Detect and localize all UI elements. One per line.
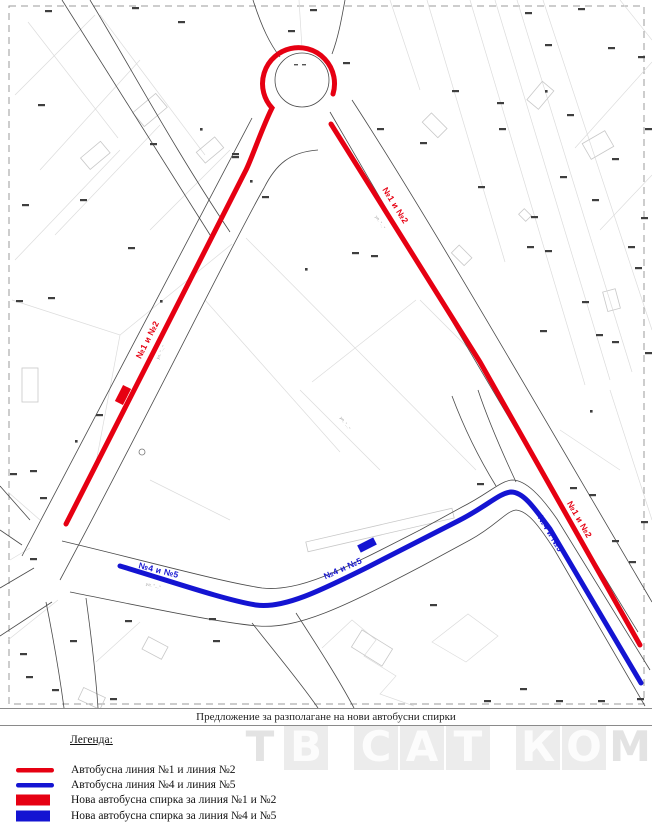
watermark-letter: В xyxy=(284,724,328,770)
map-point-symbol xyxy=(138,64,306,456)
watermark-letter: М xyxy=(609,722,651,771)
map-border xyxy=(8,5,645,705)
watermark-letter: С xyxy=(354,724,398,770)
bus-route-line-1-2-east xyxy=(328,121,643,648)
street-labels: ул. "..." ул. "..." ул. "..." ул. "..." xyxy=(145,215,386,590)
red-line-swatch xyxy=(16,767,54,772)
street-name-label: ул. "..." xyxy=(155,344,166,360)
watermark-letter: Т xyxy=(245,722,275,771)
legend-item-label: Автобусна линия №1 и линия №2 xyxy=(71,763,236,776)
map-symbol-marks xyxy=(10,7,652,703)
watermark-letter: Т xyxy=(446,724,490,770)
legend-item-line-1-2: Автобусна линия №1 и линия №2 xyxy=(16,762,636,777)
new-stop-line-4-5-marker xyxy=(357,537,377,553)
legend-item-line-4-5: Автобусна линия №4 и линия №5 xyxy=(16,777,636,792)
building-outlines xyxy=(21,80,621,710)
parcel-lines xyxy=(7,0,652,707)
map-canvas: №1 и №2 №1 и №2 №1 и №2 №4 и №5 №4 и №5 … xyxy=(0,0,652,710)
legend-item-label: Автобусна линия №4 и линия №5 xyxy=(71,778,236,791)
bus-route-line-4-5 xyxy=(117,489,644,686)
street-name-label: ул. "..." xyxy=(339,416,352,431)
legend-heading: Легенда: xyxy=(70,734,113,746)
route-label-4-5: №4 и №5 xyxy=(536,513,566,553)
red-stop-swatch xyxy=(16,794,50,805)
legend: Легенда: Автобусна линия №1 и линия №2 А… xyxy=(0,728,652,838)
new-stop-line-1-2-marker xyxy=(114,384,132,406)
watermark-letter: А xyxy=(400,724,444,770)
legend-item-label: Нова автобусна спирка за линия №1 и №2 xyxy=(71,793,277,806)
watermark-letter: О xyxy=(562,724,606,770)
route-labels: №1 и №2 №1 и №2 №1 и №2 №4 и №5 №4 и №5 … xyxy=(134,185,595,581)
legend-item-label: Нова автобусна спирка за линия №4 и №5 xyxy=(71,809,277,822)
route-label-1-2: №1 и №2 xyxy=(380,185,410,225)
legend-item-stop-4-5: Нова автобусна спирка за линия №4 и №5 xyxy=(16,808,636,823)
watermark-tv-sat-kom: Т В С А Т К О М xyxy=(238,724,652,770)
street-name-label: ул. "..." xyxy=(374,215,386,231)
watermark-letter: К xyxy=(516,724,560,770)
blue-line-swatch xyxy=(16,782,54,787)
blue-stop-swatch xyxy=(16,810,50,821)
page-title: Предложение за разполагане на нови автоб… xyxy=(0,708,652,726)
legend-item-stop-1-2: Нова автобусна спирка за линия №1 и №2 xyxy=(16,792,636,807)
bus-route-line-1-2-west xyxy=(63,45,338,527)
roundabout xyxy=(274,52,330,108)
street-name-label: ул. "..." xyxy=(145,581,161,590)
